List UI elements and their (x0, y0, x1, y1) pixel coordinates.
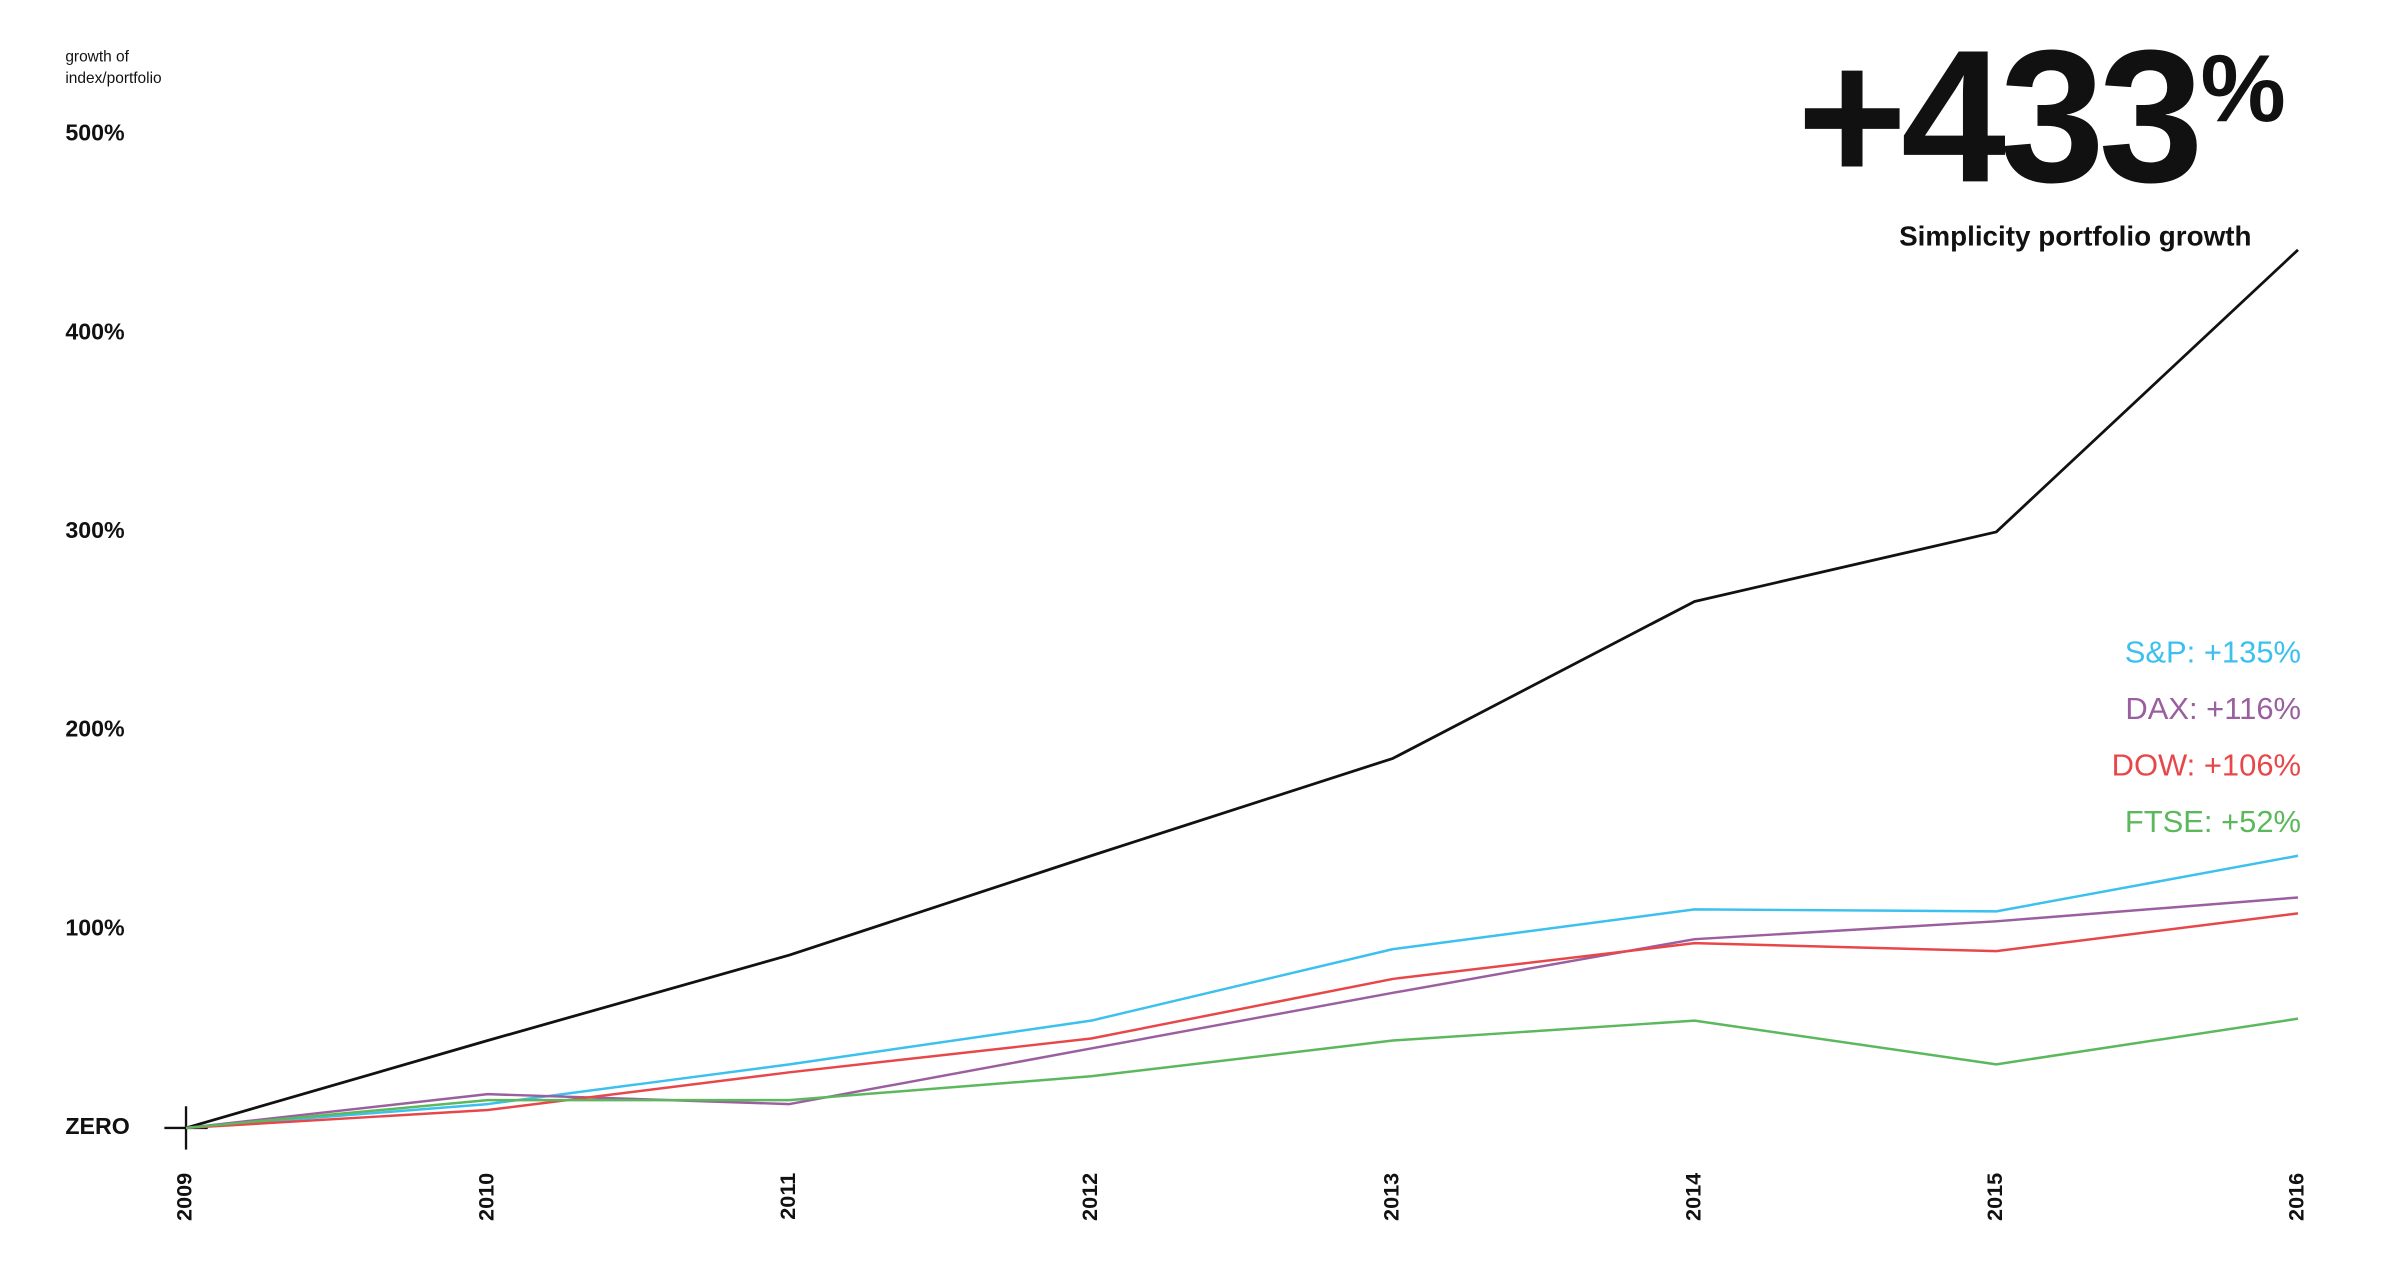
series-line (185, 248, 2299, 1130)
x-tick-label: 2013 (1379, 1173, 1404, 1221)
headline-unit: % (2201, 35, 2286, 142)
y-axis-label: index/portfolio (65, 70, 161, 87)
x-tick-label: 2014 (1680, 1173, 1705, 1221)
y-tick-label: 400% (65, 318, 124, 344)
y-tick-label: ZERO (65, 1113, 129, 1139)
series-line (185, 1017, 2299, 1130)
x-tick-label: 2011 (775, 1173, 800, 1220)
series-line (185, 854, 2299, 1130)
y-tick-label: 100% (65, 914, 124, 940)
headline-number: +433 (1797, 11, 2198, 222)
legend-label: DAX: +116% (2125, 691, 2301, 726)
x-tick-label: 2012 (1077, 1173, 1102, 1221)
subtitle: Simplicity portfolio growth (1899, 221, 2251, 252)
legend-label: S&P: +135% (2125, 635, 2301, 670)
x-tick-label: 2016 (2284, 1173, 2309, 1221)
x-tick-label: 2015 (1982, 1173, 2007, 1221)
series-line (185, 896, 2299, 1130)
series-line (185, 912, 2299, 1130)
y-tick-label: 500% (65, 120, 124, 146)
legend-label: FTSE: +52% (2125, 804, 2301, 839)
x-tick-label: 2009 (172, 1173, 197, 1221)
y-tick-label: 200% (65, 716, 124, 742)
x-tick-label: 2010 (473, 1173, 498, 1221)
legend-label: DOW: +106% (2112, 748, 2301, 783)
y-tick-label: 300% (65, 517, 124, 543)
y-axis-label: growth of (65, 48, 129, 65)
